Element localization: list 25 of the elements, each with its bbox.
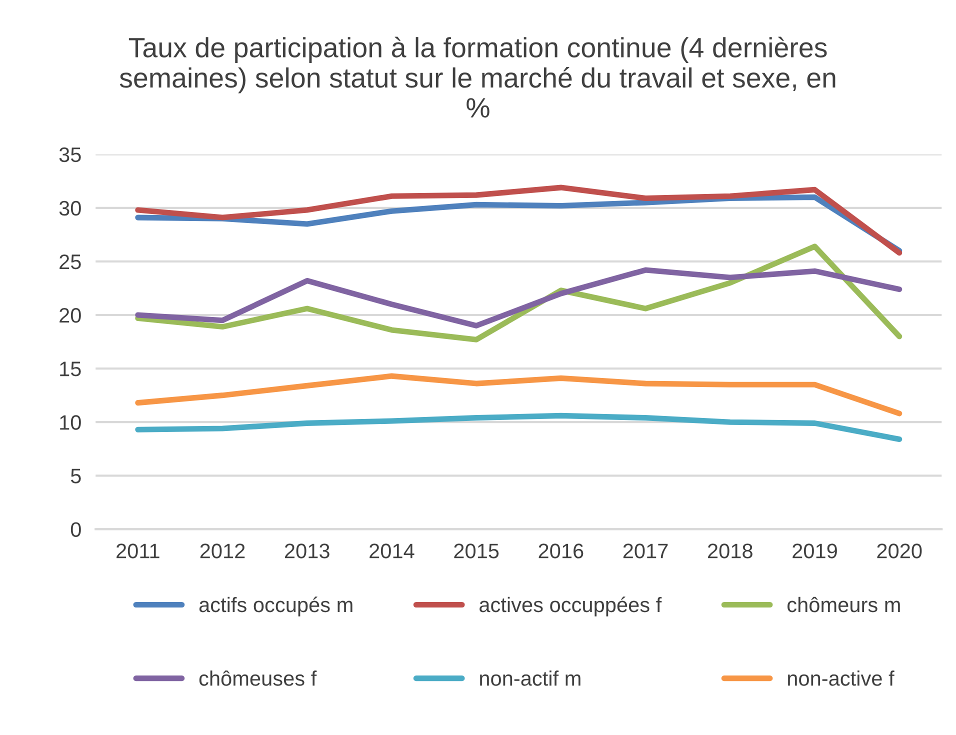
x-tick-label: 2016 [538, 544, 584, 558]
x-tick-label: 2018 [708, 544, 752, 558]
y-tick-label: 35 [59, 147, 81, 162]
y-tick-label: 0 [70, 522, 81, 537]
x-tick-label: 2014 [370, 544, 414, 558]
legend-label: chômeurs m [788, 596, 900, 612]
chart-title: Taux de participation à la formation continue (4 dernières semaines) selon statut sur le marché du travail et sexe, en % [120, 36, 836, 118]
legend-label: actifs occupés m [199, 596, 352, 616]
y-tick-label: 25 [60, 254, 81, 270]
y-tick-label: 5 [70, 468, 81, 484]
x-tick-label: 2017 [623, 544, 668, 558]
x-tick-label: 2012 [200, 544, 245, 558]
y-tick-label: 30 [59, 200, 81, 216]
y-tick-label: 20 [60, 308, 81, 323]
legend-label: non-actif m [480, 670, 580, 686]
x-tick-label: 2013 [284, 544, 330, 558]
x-tick-label: 2011 [116, 544, 160, 558]
y-tick-label: 15 [60, 362, 81, 376]
x-tick-label: 2020 [877, 544, 922, 558]
legend-label: non-active f [788, 670, 894, 686]
legend-label: actives occuppées f [480, 596, 662, 616]
legend-label: chômeuses f [199, 670, 317, 686]
x-tick-label: 2015 [454, 544, 499, 558]
y-tick-label: 10 [60, 415, 81, 430]
x-tick-label: 2019 [792, 544, 837, 558]
